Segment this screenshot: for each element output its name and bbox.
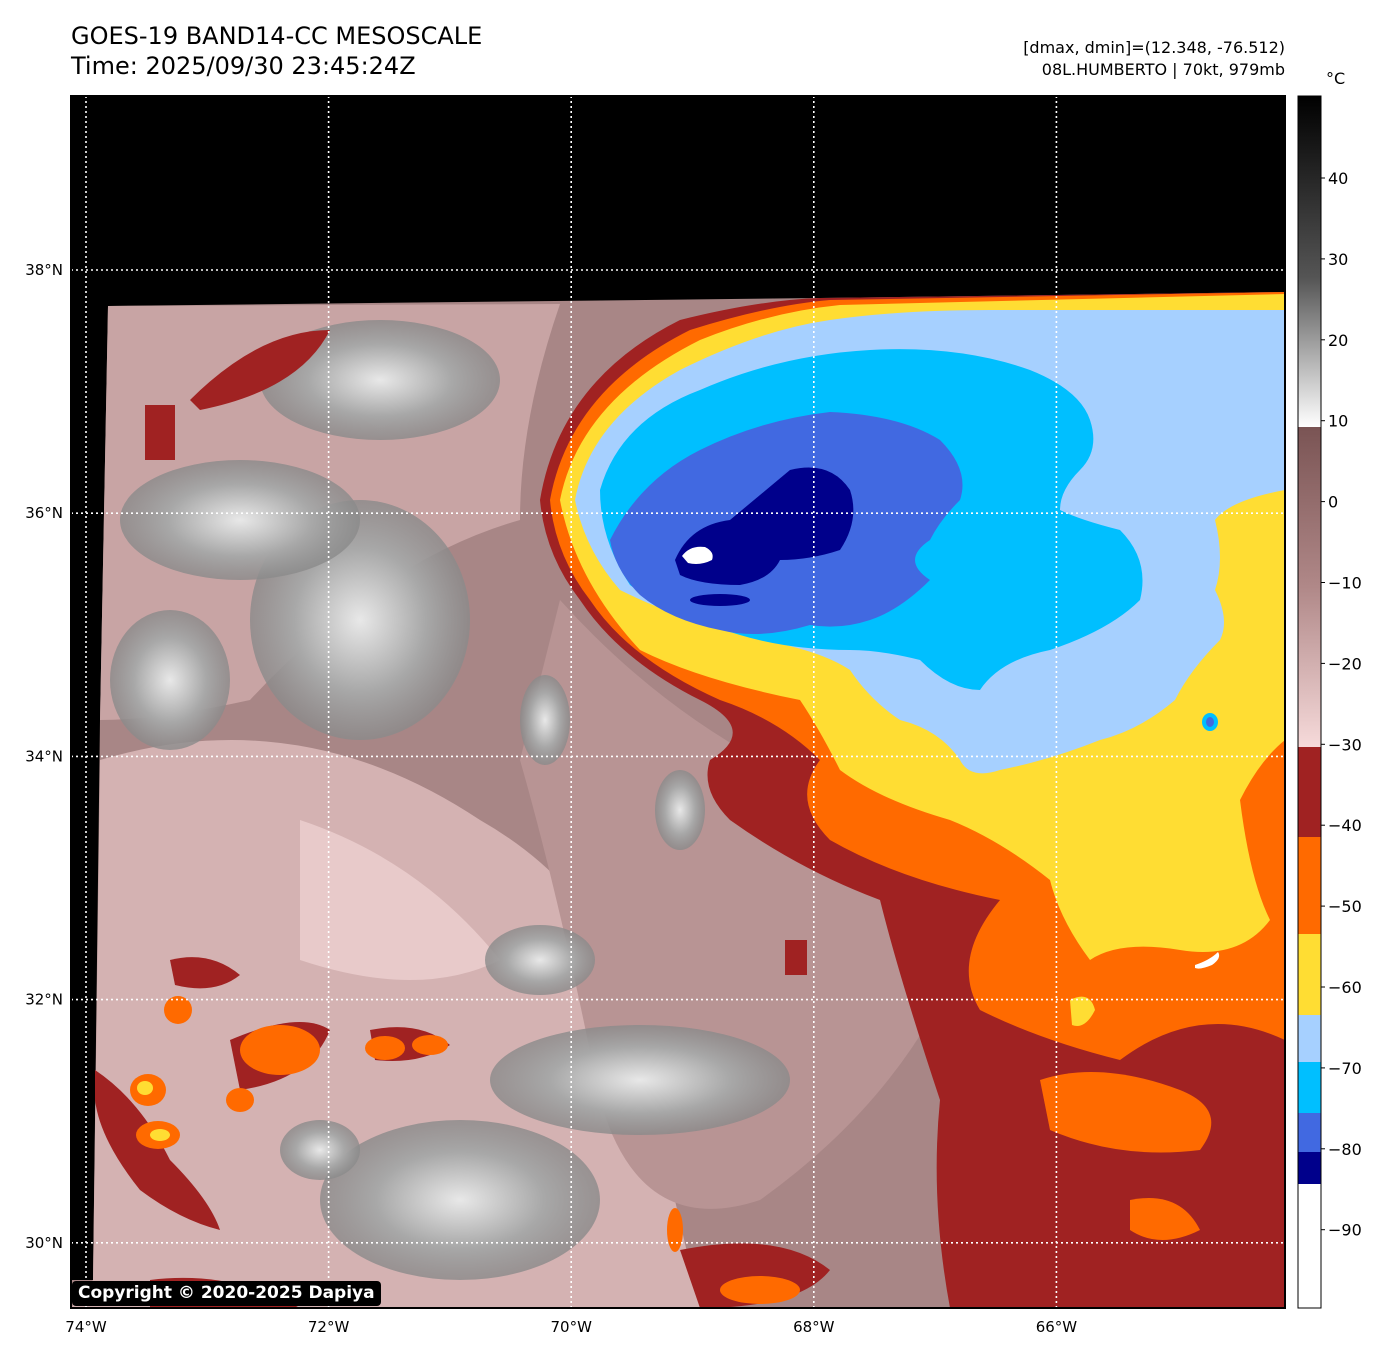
lat-label: 32°N [25, 991, 63, 1009]
colorbar-brown-segment [1298, 427, 1321, 747]
colorbar-tick-label: −40 [1328, 816, 1362, 835]
colorbar-tick-label: 0 [1328, 493, 1338, 512]
colorbar-tick-label: −20 [1328, 654, 1362, 673]
lat-label: 38°N [25, 261, 63, 279]
colorbar-orange-segment [1298, 837, 1321, 934]
colorbar-white-segment [1298, 1184, 1321, 1308]
colorbar-blue-segment [1298, 1113, 1321, 1152]
colorbar-darkred-segment [1298, 747, 1321, 837]
colorbar-tick-label: 20 [1328, 331, 1348, 350]
colorbar-tick-label: −70 [1328, 1059, 1362, 1078]
colorbar-lightblue-segment [1298, 1015, 1321, 1062]
colorbar-frame [1297, 95, 1322, 1309]
colorbar-tick-label: −30 [1328, 735, 1362, 754]
colorbar-tick-label: −10 [1328, 574, 1362, 593]
lon-label: 72°W [308, 1318, 350, 1336]
axis-labels: 74°W 72°W 70°W 68°W 66°W 38°N 36°N 34°N 32°N 30°N [25, 261, 1077, 1336]
lat-label: 34°N [25, 747, 63, 765]
copyright-label: Copyright © 2020-2025 Dapiya [72, 1281, 381, 1306]
title-line1: GOES-19 BAND14-CC MESOSCALE [71, 22, 483, 50]
title-line2: Time: 2025/09/30 23:45:24Z [71, 52, 416, 80]
colorbar-gray-segment [1298, 96, 1321, 427]
storm-info: 08L.HUMBERTO | 70kt, 979mb [1041, 60, 1285, 79]
lon-label: 68°W [793, 1318, 835, 1336]
colorbar-tick-label: −60 [1328, 978, 1362, 997]
map-imagery [71, 96, 1285, 1308]
gridlines [71, 96, 1285, 1308]
colorbar-unit: °C [1326, 69, 1345, 88]
colorbar-tick-label: 10 [1328, 412, 1348, 431]
colorbar: °C 40 30 20 10 0 −10 −20 −30 −40 −50 −60 −70 −80 −90 [1297, 69, 1362, 1309]
lon-label: 74°W [65, 1318, 107, 1336]
lat-label: 30°N [25, 1234, 63, 1252]
map-frame [70, 95, 1286, 1309]
colorbar-tick-label: −80 [1328, 1140, 1362, 1159]
colorbar-tick-label: −90 [1328, 1221, 1362, 1240]
colorbar-tick-label: 40 [1328, 169, 1348, 188]
colorbar-yellow-segment [1298, 934, 1321, 1015]
colorbar-tick-label: −50 [1328, 897, 1362, 916]
lon-label: 66°W [1036, 1318, 1078, 1336]
colorbar-tick-label: 30 [1328, 250, 1348, 269]
colorbar-cyan-segment [1298, 1062, 1321, 1113]
range-info: [dmax, dmin]=(12.348, -76.512) [1023, 38, 1285, 57]
colorbar-navy-segment [1298, 1152, 1321, 1184]
lat-label: 36°N [25, 504, 63, 522]
lon-label: 70°W [550, 1318, 592, 1336]
